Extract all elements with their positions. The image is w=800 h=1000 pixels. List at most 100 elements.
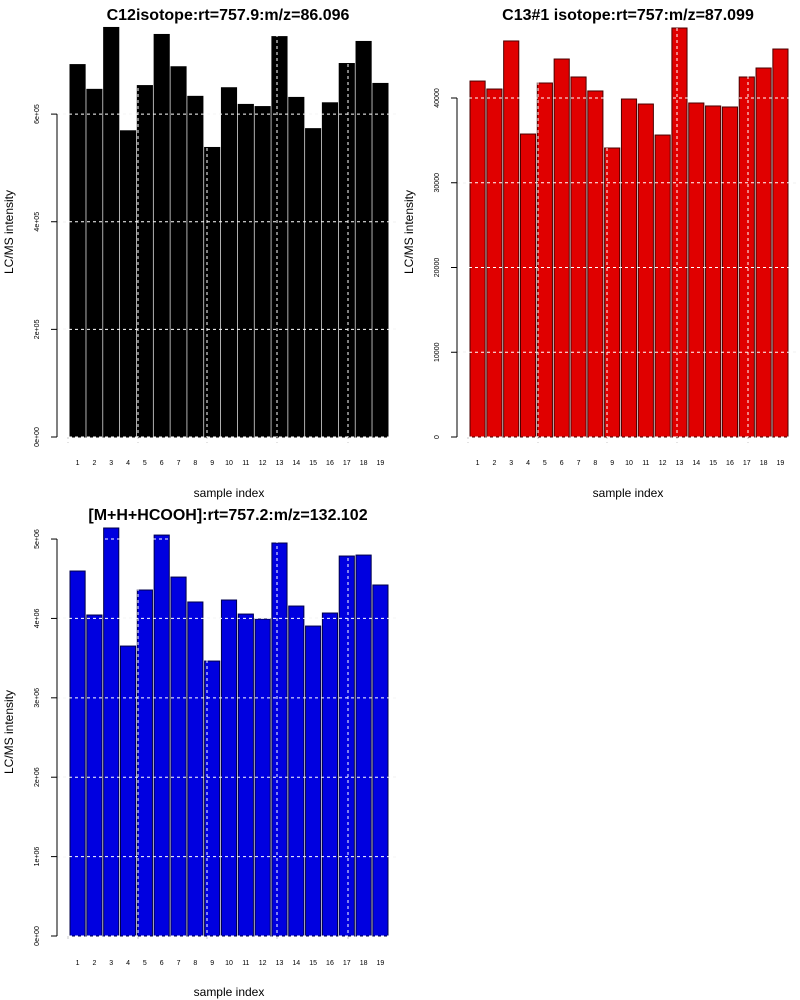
y-tick-label: 5e+06 xyxy=(34,529,41,549)
bar-sample-2 xyxy=(86,614,103,937)
y-tick-label: 0 xyxy=(434,435,441,439)
y-axis-label: LC/MS intensity xyxy=(2,690,16,774)
x-tick-label: 2 xyxy=(92,460,96,467)
bar-sample-12 xyxy=(254,106,271,438)
y-tick-label: 3e+06 xyxy=(34,688,41,708)
x-axis-tick-labels: 1 2 3 4 5 6 7 8 9 10 11 12 13 14 15 16 17 18 19 xyxy=(76,460,385,467)
y-axis-label: LC/MS intensity xyxy=(402,190,416,274)
bar-sample-4 xyxy=(519,133,537,438)
x-tick-label: 10 xyxy=(625,460,633,467)
x-tick-label: 9 xyxy=(210,460,214,467)
bar-sample-17 xyxy=(738,76,755,438)
x-tick-label: 18 xyxy=(760,460,768,467)
y-tick-label: 10000 xyxy=(434,342,441,362)
bar-sample-10 xyxy=(220,599,238,937)
bar-sample-14 xyxy=(688,102,705,438)
x-tick-label: 6 xyxy=(160,460,164,467)
chart-title: [M+H+HCOOH]:rt=757.2:m/z=132.102 xyxy=(88,507,367,524)
bar-sample-1 xyxy=(69,570,86,937)
x-tick-label: 16 xyxy=(326,460,334,467)
bar-sample-14 xyxy=(288,96,305,438)
x-tick-label: 1 xyxy=(76,960,80,967)
y-tick-label: 0e+00 xyxy=(34,427,41,447)
x-tick-label: 11 xyxy=(242,460,249,467)
bar-sample-5 xyxy=(536,82,553,438)
bar-sample-12 xyxy=(654,134,671,438)
bar-sample-9 xyxy=(204,660,221,937)
x-axis-label: sample index xyxy=(194,486,265,500)
x-tick-label: 14 xyxy=(292,960,300,967)
x-tick-label: 4 xyxy=(126,960,130,967)
y-axis-label: LC/MS intensity xyxy=(2,190,16,274)
x-axis-tick-labels: 1 2 3 4 5 6 7 8 9 10 11 12 13 14 15 16 17 18 19 xyxy=(476,460,785,467)
bar-sample-2 xyxy=(86,88,103,438)
bar-sample-17 xyxy=(338,63,355,438)
bars xyxy=(469,27,789,438)
bar-sample-8 xyxy=(187,601,204,937)
y-tick-label: 6e+05 xyxy=(34,104,41,124)
bar-sample-3 xyxy=(103,527,120,937)
x-tick-label: 3 xyxy=(509,460,513,467)
x-tick-label: 6 xyxy=(560,460,564,467)
bar-sample-10 xyxy=(220,87,238,438)
x-tick-label: 6 xyxy=(160,960,164,967)
bar-sample-2 xyxy=(486,88,503,438)
x-tick-label: 13 xyxy=(676,460,684,467)
bar-sample-6 xyxy=(153,33,170,438)
bar-sample-10 xyxy=(620,98,638,438)
x-tick-label: 19 xyxy=(777,460,785,467)
x-tick-label: 9 xyxy=(210,960,214,967)
bar-sample-7 xyxy=(170,576,187,937)
x-tick-label: 11 xyxy=(242,960,249,967)
y-tick-label: 20000 xyxy=(434,258,441,278)
bar-sample-19 xyxy=(372,82,389,438)
bar-sample-6 xyxy=(153,534,170,937)
bar-sample-8 xyxy=(587,90,604,438)
x-tick-label: 17 xyxy=(343,460,351,467)
x-tick-label: 11 xyxy=(642,460,649,467)
bar-sample-14 xyxy=(288,605,305,937)
x-tick-label: 5 xyxy=(143,460,147,467)
bar-sample-15 xyxy=(305,625,322,937)
bar-sample-1 xyxy=(69,64,86,438)
bar-sample-16 xyxy=(321,102,339,438)
chart-panel-m-h-hcooh: [M+H+HCOOH]:rt=757.2:m/z=132.102 sample … xyxy=(2,507,398,999)
bar-sample-11 xyxy=(637,103,654,438)
x-tick-label: 15 xyxy=(709,460,717,467)
x-tick-label: 17 xyxy=(343,960,351,967)
x-tick-label: 14 xyxy=(692,460,700,467)
x-tick-label: 7 xyxy=(577,460,581,467)
bar-sample-13 xyxy=(271,36,288,438)
bar-sample-11 xyxy=(237,613,254,937)
x-tick-label: 12 xyxy=(259,960,267,967)
x-tick-label: 4 xyxy=(526,460,530,467)
y-tick-label: 4e+05 xyxy=(34,212,41,232)
bar-sample-15 xyxy=(305,128,322,438)
x-axis-tick-labels: 1 2 3 4 5 6 7 8 9 10 11 12 13 14 15 16 17 18 19 xyxy=(76,960,385,967)
y-tick-label: 2e+05 xyxy=(34,319,41,339)
bar-sample-5 xyxy=(136,85,153,438)
x-tick-label: 12 xyxy=(259,460,267,467)
grid-lines-overlay xyxy=(57,22,398,438)
x-tick-label: 8 xyxy=(193,960,197,967)
bar-sample-4 xyxy=(119,645,137,937)
grid-lines-overlay xyxy=(457,22,798,438)
y-axis: 0e+00 2e+05 4e+05 6e+05 xyxy=(34,104,58,447)
x-tick-label: 15 xyxy=(309,460,317,467)
bar-sample-8 xyxy=(187,95,204,438)
y-axis: 0 10000 20000 30000 40000 xyxy=(434,88,458,439)
x-tick-label: 13 xyxy=(276,960,284,967)
grid-lines-overlay xyxy=(57,522,398,937)
bar-sample-18 xyxy=(355,40,372,438)
x-tick-label: 9 xyxy=(610,460,614,467)
y-tick-label: 1e+06 xyxy=(34,847,41,867)
y-tick-label: 30000 xyxy=(434,173,441,193)
x-tick-label: 2 xyxy=(92,960,96,967)
bar-sample-16 xyxy=(721,106,739,438)
chart-title: C13#1 isotope:rt=757:m/z=87.099 xyxy=(502,7,754,24)
x-tick-label: 4 xyxy=(126,460,130,467)
bar-sample-16 xyxy=(321,612,339,937)
bar-sample-7 xyxy=(170,66,187,438)
x-tick-label: 18 xyxy=(360,960,368,967)
